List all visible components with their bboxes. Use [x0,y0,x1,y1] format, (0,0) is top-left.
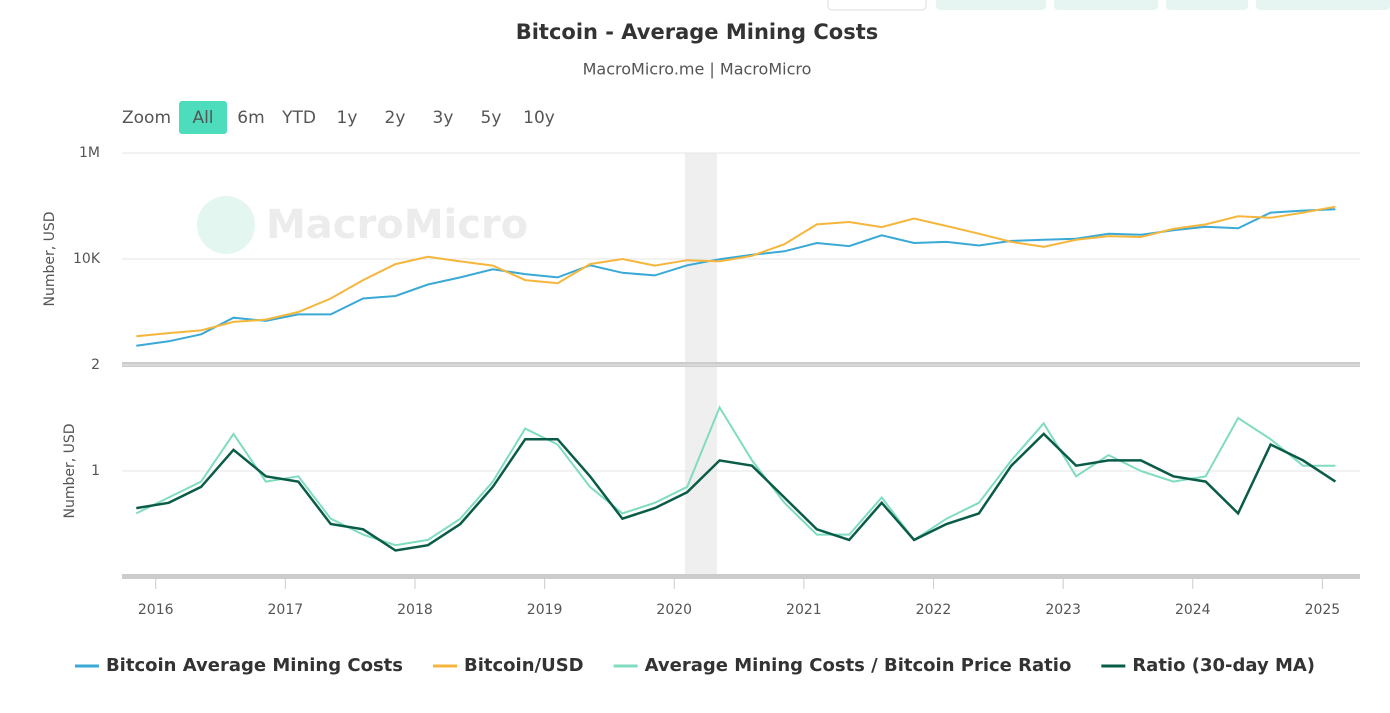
series-line [136,432,1337,552]
top-button[interactable] [1256,0,1390,10]
x-axis-bar [122,574,1360,579]
top-button[interactable] [1166,0,1248,10]
y-tick-label: 10K [73,251,101,267]
series-line [136,208,1336,347]
x-tick-label: 2022 [916,602,952,618]
range-button[interactable]: 3y [433,108,454,128]
top-button[interactable] [827,0,927,11]
watermark: MacroMicro [266,202,528,248]
range-button[interactable]: 5y [481,108,502,128]
zoom-label: Zoom [122,108,171,128]
x-tick-label: 2021 [786,602,822,618]
x-tick-label: 2025 [1305,602,1341,618]
range-button[interactable]: YTD [281,108,316,128]
range-button[interactable]: 6m [237,108,264,128]
legend-label[interactable]: Ratio (30-day MA) [1132,655,1315,676]
chart-title: Bitcoin - Average Mining Costs [516,20,879,44]
range-button[interactable]: 10y [523,108,555,128]
x-tick-label: 2024 [1175,602,1211,618]
top-button[interactable] [1054,0,1158,10]
legend-label[interactable]: Bitcoin/USD [464,655,584,676]
x-tick-label: 2019 [527,602,563,618]
y-axis-label: Number, USD [62,423,78,518]
x-tick-label: 2016 [138,602,174,618]
x-tick-label: 2018 [397,602,433,618]
legend: Bitcoin Average Mining Costs Bitcoin/USD A… [74,655,1315,676]
legend-label[interactable]: Bitcoin Average Mining Costs [106,655,403,676]
range-button-bg [179,101,227,134]
y-axis-label: Number, USD [42,211,58,306]
y-tick-label: 2 [91,357,100,373]
chart-subtitle: MacroMicro.me | MacroMicro [583,60,812,79]
x-tick-label: 2020 [656,602,692,618]
series-line [136,205,1336,338]
series-line [135,405,1336,547]
top-button[interactable] [936,0,1046,10]
x-tick-label: 2017 [268,602,304,618]
x-tick-label: 2023 [1045,602,1081,618]
y-tick-label: 1 [91,463,100,479]
legend-label[interactable]: Average Mining Costs / Bitcoin Price Rat… [645,655,1072,676]
range-button[interactable]: 2y [385,108,406,128]
range-button[interactable]: All [192,108,213,128]
y-tick-label: 1M [79,145,100,161]
watermark-logo [197,196,255,254]
range-button[interactable]: 1y [337,108,358,128]
